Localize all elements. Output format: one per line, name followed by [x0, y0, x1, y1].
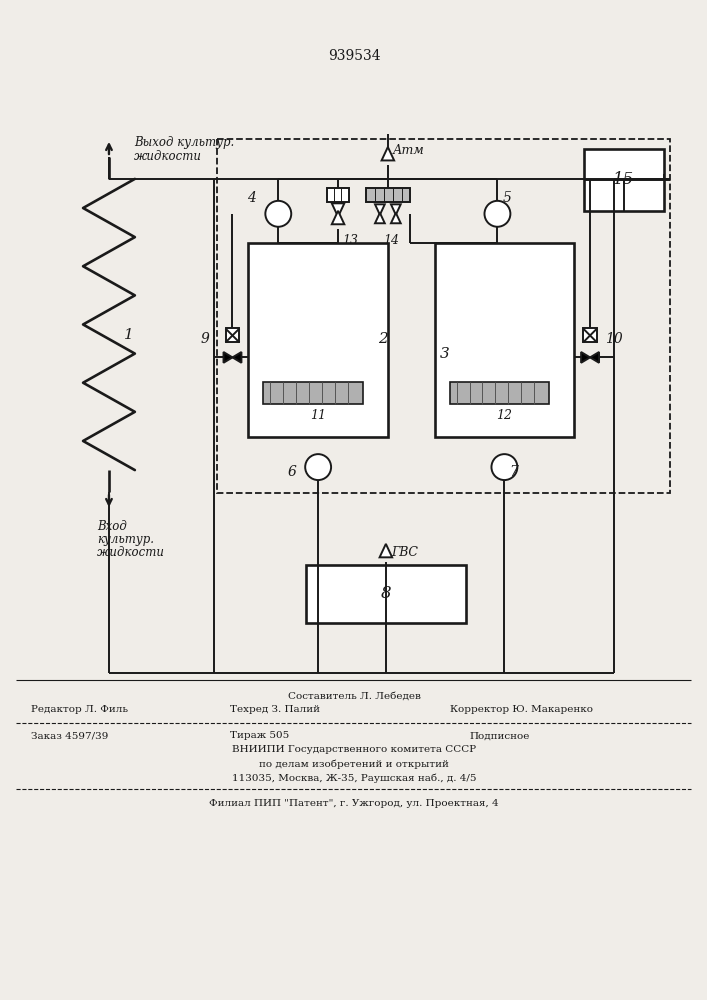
Text: 7: 7	[509, 465, 518, 479]
Text: Филиал ПИП "Патент", г. Ужгород, ул. Проектная, 4: Филиал ПИП "Патент", г. Ужгород, ул. Про…	[209, 799, 499, 808]
Bar	[327, 188, 349, 202]
Bar	[366, 188, 410, 202]
Bar	[584, 149, 664, 211]
Text: 15: 15	[613, 171, 635, 188]
Text: Подписное: Подписное	[469, 731, 530, 740]
Bar	[306, 565, 465, 623]
Text: 939534: 939534	[327, 49, 380, 63]
Bar	[226, 328, 240, 342]
Text: 11: 11	[310, 409, 326, 422]
Text: жидкости: жидкости	[97, 546, 165, 559]
Text: 8: 8	[380, 585, 391, 602]
Text: 12: 12	[496, 409, 513, 422]
Text: Корректор Ю. Макаренко: Корректор Ю. Макаренко	[450, 705, 592, 714]
Polygon shape	[375, 213, 385, 223]
Text: 13: 13	[342, 234, 358, 247]
Text: по делам изобретений и открытий: по делам изобретений и открытий	[259, 759, 449, 769]
Text: 5: 5	[503, 191, 511, 205]
Text: 4: 4	[247, 191, 257, 205]
Bar	[583, 328, 597, 342]
Text: Редактор Л. Филь: Редактор Л. Филь	[31, 705, 128, 714]
Text: ВНИИПИ Государственного комитета СССР: ВНИИПИ Государственного комитета СССР	[232, 745, 476, 754]
Text: жидкости: жидкости	[134, 150, 202, 163]
Polygon shape	[380, 544, 392, 557]
Text: 10: 10	[605, 332, 623, 346]
Text: Техред З. Палий: Техред З. Палий	[230, 705, 320, 714]
Text: 3: 3	[440, 347, 450, 361]
Text: 14: 14	[383, 234, 399, 247]
Text: культур.: культур.	[97, 533, 154, 546]
Text: Тираж 505: Тираж 505	[230, 731, 290, 740]
Text: 2: 2	[378, 332, 387, 346]
Polygon shape	[332, 211, 344, 224]
Text: 1: 1	[124, 328, 134, 342]
Polygon shape	[391, 204, 401, 215]
Bar	[263, 382, 363, 404]
Text: 9: 9	[200, 332, 209, 346]
Polygon shape	[233, 352, 242, 363]
Circle shape	[484, 201, 510, 227]
Polygon shape	[375, 204, 385, 215]
Text: ГВС: ГВС	[391, 546, 418, 559]
Bar	[450, 382, 549, 404]
Bar	[216, 139, 670, 493]
Bar	[435, 243, 574, 437]
Text: Вход: Вход	[97, 520, 127, 533]
Polygon shape	[382, 147, 394, 160]
Text: 6: 6	[287, 465, 296, 479]
Text: 113035, Москва, Ж-35, Раушская наб., д. 4/5: 113035, Москва, Ж-35, Раушская наб., д. …	[232, 773, 477, 783]
Polygon shape	[332, 203, 344, 217]
Polygon shape	[581, 352, 590, 363]
Circle shape	[265, 201, 291, 227]
Text: Составитель Л. Лебедев: Составитель Л. Лебедев	[288, 691, 421, 700]
Polygon shape	[590, 352, 599, 363]
Polygon shape	[223, 352, 233, 363]
Polygon shape	[391, 213, 401, 223]
Bar	[248, 243, 388, 437]
Circle shape	[491, 454, 518, 480]
Text: Заказ 4597/39: Заказ 4597/39	[31, 731, 109, 740]
Circle shape	[305, 454, 331, 480]
Text: Выход культур.: Выход культур.	[134, 136, 234, 149]
Text: Атм: Атм	[393, 144, 425, 157]
